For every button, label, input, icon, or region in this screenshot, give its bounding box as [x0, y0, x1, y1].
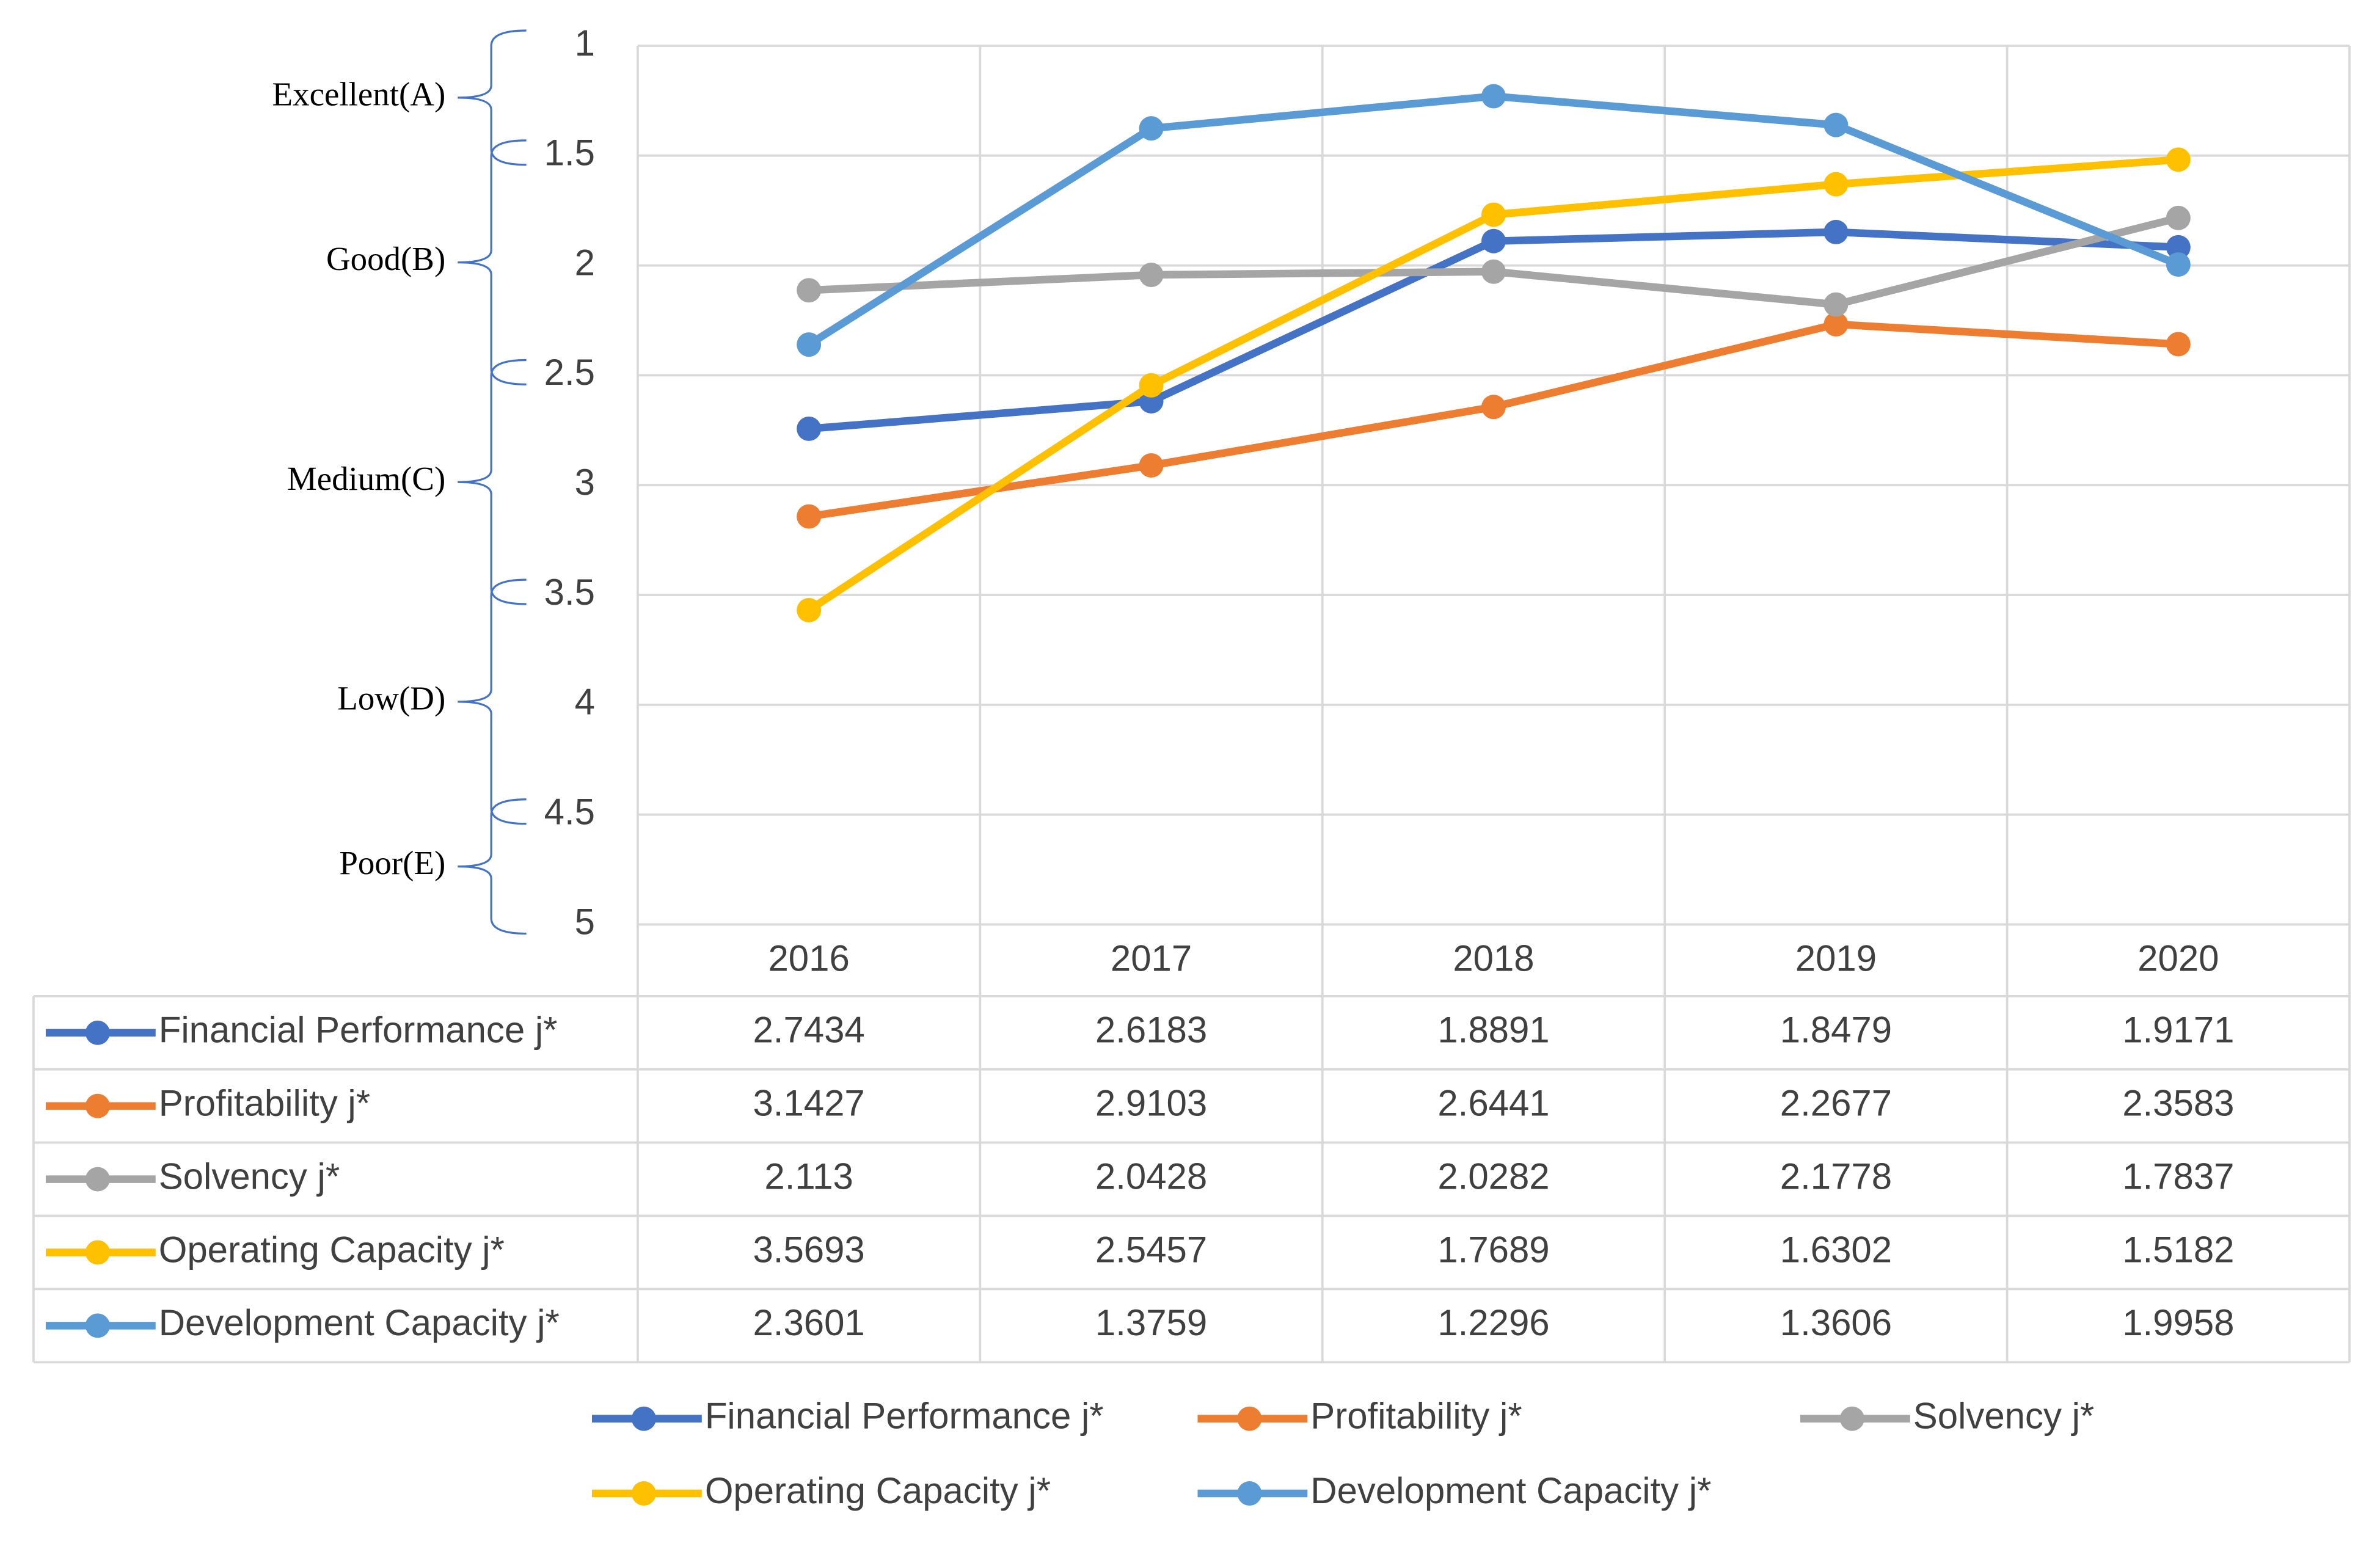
- data-point: [797, 416, 822, 441]
- table-value: 2.0428: [1095, 1156, 1207, 1197]
- x-tick-label: 2017: [1111, 938, 1192, 979]
- table-series-name: Solvency j*: [159, 1156, 340, 1197]
- table-value: 1.5182: [2122, 1229, 2234, 1270]
- table-value: 1.7689: [1437, 1229, 1549, 1270]
- data-point: [797, 504, 822, 529]
- data-point: [1139, 453, 1164, 478]
- table-value: 2.1778: [1780, 1156, 1892, 1197]
- table-value: 1.6302: [1780, 1229, 1892, 1270]
- data-point: [1139, 116, 1164, 141]
- y-tick-label: 4: [575, 682, 595, 723]
- data-point: [1823, 292, 1849, 317]
- table-value: 1.3759: [1095, 1302, 1207, 1343]
- table-value: 2.3601: [753, 1302, 864, 1343]
- table-value: 1.2296: [1437, 1302, 1549, 1343]
- data-point: [1481, 259, 1506, 284]
- table-value: 1.3606: [1780, 1302, 1892, 1343]
- table-value: 2.0282: [1437, 1156, 1549, 1197]
- legend-key: [85, 1093, 110, 1118]
- y-tick-label: 3: [575, 462, 595, 503]
- grade-bracket: [458, 578, 527, 825]
- legend-key: [631, 1481, 656, 1506]
- data-point: [2166, 252, 2191, 277]
- grade-bracket: [458, 29, 527, 166]
- legend-key: [85, 1313, 110, 1338]
- data-point: [797, 597, 822, 622]
- data-point: [1481, 202, 1506, 227]
- legend-label: Development Capacity j*: [1310, 1470, 1711, 1511]
- table-value: 3.5693: [753, 1229, 864, 1270]
- grade-label: Poor(E): [339, 844, 445, 881]
- data-point: [2166, 332, 2191, 357]
- table-value: 2.3583: [2122, 1083, 2234, 1124]
- data-point: [2166, 235, 2191, 260]
- table-value: 2.7434: [753, 1010, 864, 1051]
- data-point: [797, 332, 822, 357]
- table-series-name: Profitability j*: [159, 1083, 370, 1124]
- y-tick-label: 2.5: [544, 352, 595, 393]
- y-tick-label: 1: [575, 23, 595, 64]
- grade-label: Low(D): [337, 679, 445, 716]
- table-value: 2.6183: [1095, 1010, 1207, 1051]
- y-tick-label: 1.5: [544, 133, 595, 173]
- y-tick-label: 3.5: [544, 572, 595, 613]
- data-point: [1823, 112, 1849, 137]
- data-point: [1481, 228, 1506, 253]
- legend-label: Operating Capacity j*: [705, 1470, 1051, 1511]
- legend-label: Solvency j*: [1913, 1395, 2094, 1436]
- table-series-name: Operating Capacity j*: [159, 1229, 505, 1270]
- table-value: 3.1427: [753, 1083, 864, 1124]
- data-point: [1139, 373, 1164, 398]
- table-value: 1.9958: [2122, 1302, 2234, 1343]
- table-series-name: Financial Performance j*: [159, 1010, 558, 1051]
- data-point: [1481, 395, 1506, 420]
- grade-bracket: [458, 359, 527, 605]
- table-value: 1.8479: [1780, 1010, 1892, 1051]
- grade-label: Medium(C): [287, 460, 445, 497]
- grade-label: Excellent(A): [272, 75, 446, 112]
- table-value: 2.2677: [1780, 1083, 1892, 1124]
- data-point: [797, 278, 822, 303]
- legend-key: [1237, 1406, 1262, 1431]
- x-tick-label: 2019: [1795, 938, 1877, 979]
- grade-bracket: [458, 139, 527, 386]
- series-line: [808, 320, 2179, 520]
- data-point: [1823, 219, 1849, 244]
- grade-label: Good(B): [326, 240, 445, 277]
- table-value: 2.5457: [1095, 1229, 1207, 1270]
- table-value: 1.7837: [2122, 1156, 2234, 1197]
- data-point: [2166, 147, 2191, 172]
- legend-key: [1839, 1406, 1864, 1431]
- series-line: [806, 156, 2179, 614]
- legend-key: [85, 1240, 110, 1265]
- y-tick-label: 2: [575, 242, 595, 283]
- x-tick-label: 2020: [2137, 938, 2219, 979]
- data-point: [1481, 84, 1506, 109]
- data-point: [2166, 205, 2191, 230]
- table-value: 1.8891: [1437, 1010, 1549, 1051]
- table-value: 2.6441: [1437, 1083, 1549, 1124]
- data-point: [1139, 263, 1164, 287]
- y-tick-label: 4.5: [544, 792, 595, 833]
- legend-key: [631, 1406, 656, 1431]
- legend-key: [85, 1167, 110, 1192]
- table-series-name: Development Capacity j*: [159, 1302, 560, 1343]
- x-tick-label: 2016: [768, 938, 849, 979]
- legend-label: Financial Performance j*: [705, 1395, 1104, 1436]
- data-point: [1823, 172, 1849, 197]
- table-value: 1.9171: [2122, 1010, 2234, 1051]
- table-value: 2.113: [764, 1156, 853, 1197]
- legend-key: [85, 1020, 110, 1045]
- y-tick-label: 5: [575, 901, 595, 942]
- grade-bracket: [458, 798, 527, 935]
- legend-label: Profitability j*: [1310, 1395, 1522, 1436]
- legend-key: [1237, 1481, 1262, 1506]
- table-value: 2.9103: [1095, 1083, 1207, 1124]
- data-point: [1823, 312, 1849, 337]
- x-tick-label: 2018: [1453, 938, 1534, 979]
